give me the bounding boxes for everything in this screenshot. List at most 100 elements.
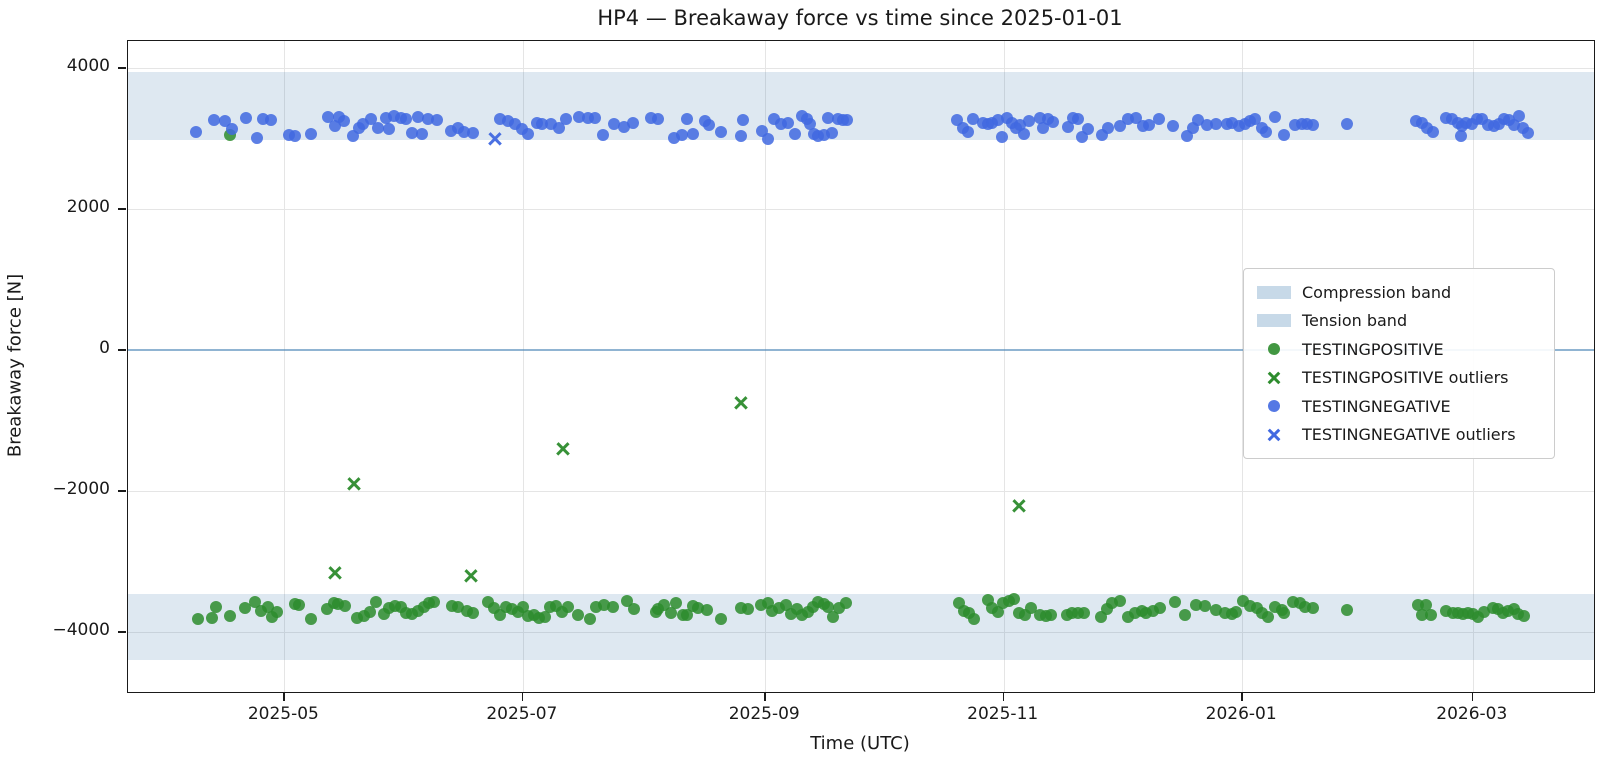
data-point-testingnegative [788, 127, 801, 140]
outlier-point-testingpositive-outliers [733, 395, 749, 411]
data-point-testingpositive [239, 602, 252, 615]
legend-label: TESTINGNEGATIVE outliers [1302, 425, 1516, 445]
data-point-testingpositive [1341, 603, 1354, 616]
legend-x-icon [1266, 370, 1282, 386]
data-point-testingnegative [1512, 109, 1525, 122]
data-point-testingnegative [1046, 115, 1059, 128]
legend-row: TESTINGPOSITIVE outliers [1254, 364, 1544, 393]
data-point-testingnegative [1152, 113, 1165, 126]
y-gridline [128, 68, 1594, 69]
data-point-testingnegative [1200, 119, 1213, 132]
x-axis-label: Time (UTC) [810, 733, 910, 754]
data-point-testingpositive [583, 612, 596, 625]
data-point-testingnegative [226, 122, 239, 135]
data-point-testingpositive [840, 597, 853, 610]
data-point-testingnegative [1278, 128, 1291, 141]
data-point-testingpositive [516, 600, 529, 613]
data-point-testingnegative [240, 112, 253, 125]
y-tick-label: 2000 [66, 197, 110, 217]
data-point-testingpositive [742, 603, 755, 616]
data-point-testingnegative [996, 131, 1009, 144]
y-tick-mark [118, 631, 126, 633]
data-point-testingpositive [822, 600, 835, 613]
data-point-testingpositive [1077, 606, 1090, 619]
data-point-testingpositive [1113, 594, 1126, 607]
data-point-testingnegative [322, 110, 335, 123]
x-gridline [1242, 41, 1244, 692]
x-tick-mark [1002, 693, 1005, 701]
legend-row: TESTINGNEGATIVE [1254, 392, 1544, 421]
data-point-testingpositive [210, 600, 223, 613]
legend-label: Tension band [1302, 311, 1408, 331]
data-point-testingnegative [251, 132, 264, 145]
y-gridline [128, 632, 1594, 633]
data-point-testingpositive [669, 597, 682, 610]
legend-band-swatch-icon [1257, 314, 1291, 328]
data-point-testingnegative [1071, 113, 1084, 126]
data-point-testingnegative [680, 113, 693, 126]
data-point-testingpositive [1153, 602, 1166, 615]
chart-title: HP4 — Breakaway force vs time since 2025… [597, 6, 1123, 30]
data-point-testingnegative [1269, 110, 1282, 123]
legend-handle [1254, 285, 1294, 299]
data-point-testingnegative [338, 114, 351, 127]
legend-label: TESTINGPOSITIVE [1302, 339, 1444, 359]
data-point-testingpositive [206, 611, 219, 624]
outlier-point-testingpositive-outliers [463, 568, 479, 584]
legend-row: TESTINGPOSITIVE [1254, 335, 1544, 364]
x-gridline [765, 41, 767, 692]
data-point-testingpositive [1229, 605, 1242, 618]
y-tick-label: −2000 [52, 479, 110, 499]
data-point-testingpositive [1261, 610, 1274, 623]
data-point-testingnegative [626, 116, 639, 129]
data-point-testingnegative [431, 114, 444, 127]
legend-label: TESTINGNEGATIVE [1302, 396, 1451, 416]
data-point-testingpositive [224, 610, 237, 623]
y-gridline [128, 209, 1594, 210]
data-point-testingnegative [734, 130, 747, 143]
legend-row: Compression band [1254, 278, 1544, 307]
data-point-testingpositive [364, 605, 377, 618]
data-point-testingnegative [190, 126, 203, 139]
data-point-testingnegative [412, 110, 425, 123]
data-point-testingnegative [383, 122, 396, 135]
data-point-testingpositive [305, 612, 318, 625]
x-gridline [1003, 41, 1005, 692]
data-point-testingnegative [781, 116, 794, 129]
data-point-testingpositive [1179, 609, 1192, 622]
data-point-testingpositive [261, 600, 274, 613]
data-point-testingnegative [1341, 118, 1354, 131]
outlier-point-testingpositive-outliers [327, 565, 343, 581]
data-point-testingpositive [700, 603, 713, 616]
legend-row: TESTINGNEGATIVE outliers [1254, 421, 1544, 450]
data-point-testingpositive [538, 610, 551, 623]
legend-handle [1254, 400, 1294, 413]
data-point-testingpositive [627, 603, 640, 616]
data-point-testingpositive [827, 610, 840, 623]
data-point-testingnegative [822, 112, 835, 125]
legend-band-swatch-icon [1257, 285, 1291, 299]
data-point-testingpositive [606, 600, 619, 613]
data-point-testingnegative [966, 113, 979, 126]
data-point-testingnegative [415, 127, 428, 140]
data-point-testingnegative [702, 119, 715, 132]
data-point-testingnegative [1018, 127, 1031, 140]
data-point-testingpositive [467, 606, 480, 619]
x-tick-label: 2026-01 [1205, 704, 1277, 724]
data-point-testingpositive [1007, 592, 1020, 605]
data-point-testingnegative [1210, 118, 1223, 131]
data-point-testingpositive [571, 609, 584, 622]
legend: Compression band Tension band TESTINGPOSIT… [1243, 268, 1555, 459]
x-tick-mark [1471, 693, 1474, 701]
legend-handle [1254, 370, 1294, 386]
legend-dot-icon [1268, 343, 1280, 356]
data-point-testingpositive [192, 612, 205, 625]
x-tick-label: 2026-03 [1436, 704, 1508, 724]
x-gridline [284, 41, 286, 692]
legend-label: TESTINGPOSITIVE outliers [1302, 368, 1509, 388]
data-point-testingnegative [265, 114, 278, 127]
zero-line [128, 349, 1594, 351]
data-point-testingnegative [588, 112, 601, 125]
data-point-testingnegative [1166, 120, 1179, 133]
